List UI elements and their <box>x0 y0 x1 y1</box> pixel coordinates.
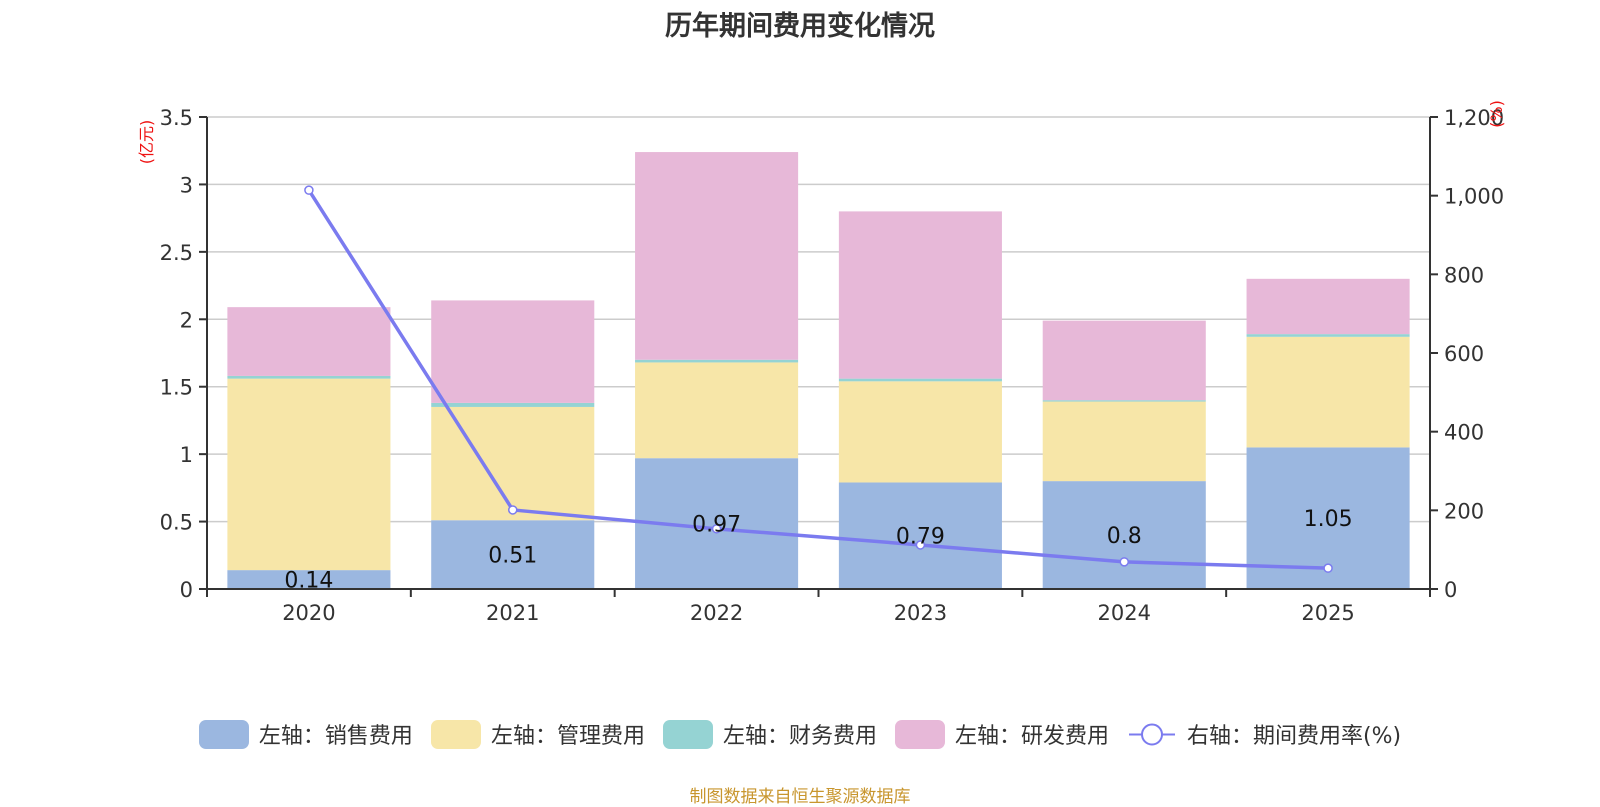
rate-line-point <box>508 505 518 515</box>
source-note: 制图数据来自恒生聚源数据库 <box>689 787 911 807</box>
bar-segment <box>1246 334 1410 337</box>
rate-line-point <box>304 185 314 195</box>
x-axis-category-label: 2022 <box>690 601 743 625</box>
grid-lines <box>207 116 1430 523</box>
bar-segment <box>1042 481 1206 589</box>
rate-line-point <box>915 540 926 550</box>
x-axis-category-label: 2025 <box>1301 601 1354 625</box>
legend-line-marker-icon <box>1127 720 1177 749</box>
bar-segment <box>431 402 595 407</box>
bar-segment <box>431 520 595 589</box>
rate-line-point <box>1119 557 1129 567</box>
left-axis-tick-label: 3.5 <box>160 106 193 130</box>
bar-segment <box>431 300 595 403</box>
right-axis-tick-label: 600 <box>1444 342 1484 366</box>
bar-segment <box>1246 336 1410 448</box>
legend-swatch <box>894 719 945 749</box>
left-axis-tick-label: 0.5 <box>160 511 193 535</box>
x-axis-category-label: 2023 <box>894 601 947 625</box>
right-axis-tick-label: 200 <box>1444 499 1484 523</box>
legend-label: 左轴：管理费用 <box>490 724 645 749</box>
right-axis-unit-label: (%) <box>1487 100 1506 128</box>
legend-swatch <box>198 719 249 749</box>
bar-segment <box>227 378 391 571</box>
bar-segment <box>635 359 799 363</box>
bar-segment <box>1042 400 1206 402</box>
bar-data-label: 1.05 <box>1304 507 1353 532</box>
legend-label: 左轴：销售费用 <box>258 724 413 749</box>
rate-line-point <box>1323 563 1333 573</box>
right-axis-tick-label: 1,000 <box>1444 185 1504 209</box>
bar-data-label: 0.97 <box>692 513 741 538</box>
bar-segment <box>227 570 391 589</box>
x-axis-category-label: 2020 <box>282 601 335 625</box>
left-axis-tick-label: 1.5 <box>160 376 193 400</box>
legend-item[interactable]: 左轴：研发费用 <box>894 718 1109 750</box>
bar-data-label: 0.8 <box>1107 524 1142 549</box>
legend-label: 左轴：财务费用 <box>722 724 877 749</box>
bar-segment <box>838 211 1002 379</box>
legend-item[interactable]: 右轴：期间费用率(%) <box>1127 718 1401 750</box>
legend-item[interactable]: 左轴：财务费用 <box>662 718 877 750</box>
x-axis-category-label: 2021 <box>486 601 539 625</box>
bar-segment <box>635 362 799 459</box>
bar-segment <box>1042 320 1206 401</box>
bar-segment <box>838 378 1002 382</box>
axis-layer: 00.511.522.533.502004006008001,0001,2002… <box>137 100 1506 625</box>
right-axis-tick-label: 400 <box>1444 421 1484 445</box>
right-axis-tick-label: 800 <box>1444 263 1484 287</box>
legend-swatch <box>662 719 713 749</box>
bar-segment <box>1042 401 1206 482</box>
chart-title: 历年期间费用变化情况 <box>665 11 935 42</box>
bar-segment <box>635 152 799 360</box>
bar-data-label: 0.79 <box>896 525 945 550</box>
bar-segment <box>431 406 595 521</box>
rate-line-point <box>711 524 722 534</box>
bar-segment <box>838 381 1002 483</box>
right-axis-tick-label: 0 <box>1444 578 1457 602</box>
legend-item[interactable]: 左轴：管理费用 <box>430 718 645 750</box>
x-axis-category-label: 2024 <box>1098 601 1151 625</box>
left-axis-tick-label: 3 <box>180 173 193 197</box>
bar-layer <box>227 152 1410 589</box>
legend-label: 右轴：期间费用率(%) <box>1186 724 1402 749</box>
left-axis-tick-label: 2 <box>180 308 193 332</box>
right-axis-tick-label: 1,200 <box>1444 106 1504 130</box>
line-layer <box>304 185 1333 573</box>
left-axis-tick-label: 0 <box>180 578 193 602</box>
legend-swatch <box>430 719 481 749</box>
bar-segment <box>227 307 391 376</box>
bar-segment <box>838 482 1002 589</box>
legend: 左轴：销售费用 左轴：管理费用 左轴：财务费用 左轴：研发费用 右轴：期间费用率(%) <box>0 718 1600 750</box>
legend-label: 左轴：研发费用 <box>954 724 1109 749</box>
rate-line <box>307 189 1329 570</box>
bar-data-label: 0.51 <box>488 544 537 569</box>
left-axis-unit-label: (亿元) <box>137 120 156 165</box>
left-axis-tick-label: 2.5 <box>160 241 193 265</box>
bar-segment <box>1246 278 1410 335</box>
left-axis-tick-label: 1 <box>180 443 193 467</box>
bar-segment <box>227 375 391 379</box>
legend-item[interactable]: 左轴：销售费用 <box>198 718 413 750</box>
